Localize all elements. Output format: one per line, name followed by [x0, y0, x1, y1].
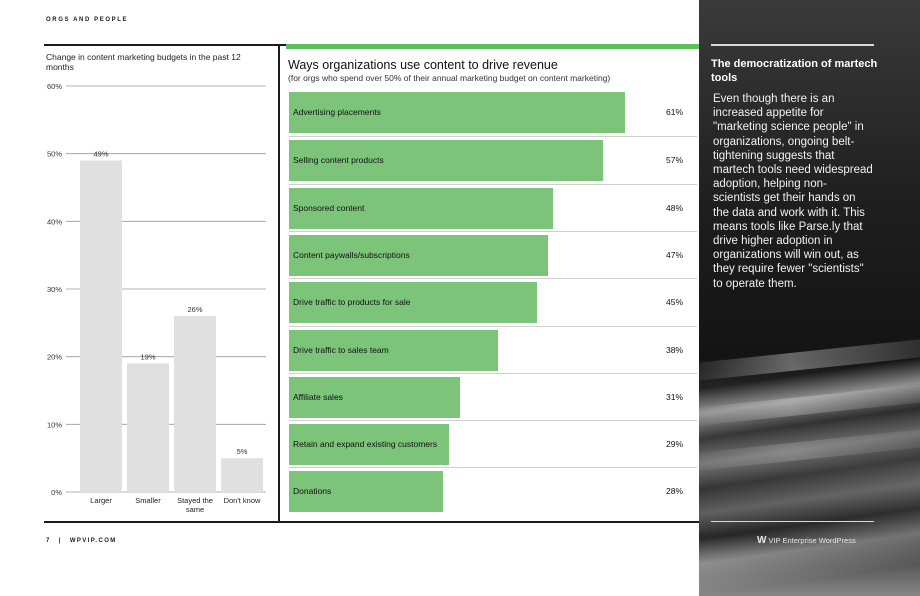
decorative-streak [699, 380, 920, 428]
footer-separator: | [58, 538, 62, 544]
bar [127, 363, 169, 492]
bar-category-label: Drive traffic to sales team [293, 344, 389, 355]
bar-category-label: Donations [293, 486, 332, 497]
bar [289, 140, 603, 182]
brand-text: VIP Enterprise WordPress [768, 536, 856, 545]
bar-value-label: 38% [665, 344, 683, 355]
y-tick-label: 20% [47, 353, 62, 362]
bar [289, 282, 537, 324]
bar-value-label: 48% [665, 202, 683, 213]
x-category-label: Smaller [135, 496, 161, 505]
bar-category-label: Selling content products [293, 155, 384, 166]
page-footer: 7 | WPVIP.COM [46, 538, 125, 544]
y-tick-label: 10% [47, 420, 62, 429]
bar-category-label: Sponsored content [293, 202, 365, 213]
bar-value-label: 28% [665, 486, 683, 497]
column-divider [278, 44, 280, 523]
bar-category-label: Advertising placements [293, 107, 381, 117]
bar-row: Sponsored content 48% [289, 183, 697, 229]
bar-row: Drive traffic to products for sale 45% [289, 278, 697, 324]
left-chart-title: Change in content marketing budgets in t… [46, 52, 241, 72]
bottom-rule [44, 521, 699, 523]
bar-category-label: Affiliate sales [293, 391, 343, 402]
bar-value-label: 49% [93, 149, 108, 158]
sidebar-heading: The democratization of martech tools [711, 58, 878, 84]
bar-value-label: 29% [665, 439, 683, 450]
bar [289, 376, 460, 418]
bar [289, 92, 625, 133]
bar-value-label: 5% [237, 447, 248, 456]
y-tick-label: 0% [51, 488, 62, 497]
bar-row: Retain and expand existing customers 29% [289, 420, 697, 466]
bar-value-label: 47% [665, 249, 683, 260]
sidebar-body-text: Even though there is an increased appeti… [713, 93, 873, 290]
bar-row: Drive traffic to sales team 38% [289, 325, 697, 371]
y-tick-label: 30% [47, 285, 62, 294]
green-accent-rule [286, 44, 699, 49]
bar-value-label: 19% [140, 352, 155, 361]
bar-row: Affiliate sales 31% [289, 372, 697, 418]
bar [289, 424, 449, 466]
bar-row: Selling content products 57% [289, 136, 697, 182]
right-chart-title: Ways organizations use content to drive … [288, 58, 558, 72]
sidebar-top-rule [711, 44, 874, 46]
x-category-label: Don't know [224, 496, 261, 505]
decorative-streak [699, 425, 920, 473]
bar-row: Advertising placements 61% [289, 89, 697, 133]
x-category-label: same [186, 505, 204, 514]
budget-change-chart: 0% 10% 20% 30% 40% 50% 60% 49% Larger 19% Smaller 2… [47, 82, 266, 514]
bar [221, 458, 263, 492]
bar-category-label: Retain and expand existing customers [293, 439, 438, 450]
bar-category-label: Drive traffic to products for sale [293, 297, 411, 308]
bar-value-label: 61% [665, 107, 683, 117]
bar [289, 234, 548, 276]
footer-site: WPVIP.COM [69, 538, 117, 544]
bar [289, 329, 499, 371]
sidebar-panel: The democratization of martech tools Eve… [699, 0, 920, 596]
bar-row: Donations 28% [289, 467, 697, 513]
y-tick-label: 40% [47, 217, 62, 226]
page-number: 7 [46, 538, 51, 544]
y-tick-label: 60% [47, 82, 62, 91]
bar [174, 316, 216, 492]
bar [289, 471, 444, 513]
decorative-streak [699, 335, 920, 383]
bar-value-label: 57% [665, 155, 683, 166]
bar-value-label: 45% [665, 297, 683, 308]
bar-value-label: 31% [665, 391, 683, 402]
bar [289, 187, 554, 229]
bar-category-label: Content paywalls/subscriptions [293, 249, 410, 260]
wordpress-vip-logo-icon: W [757, 535, 767, 546]
x-category-label: Stayed the [177, 496, 213, 505]
x-category-label: Larger [90, 496, 112, 505]
bar-row: Content paywalls/subscriptions 47% [289, 230, 697, 276]
sidebar-bottom-rule [711, 521, 874, 522]
y-tick-label: 50% [47, 150, 62, 159]
section-label: ORGS AND PEOPLE [46, 17, 129, 23]
bar [80, 160, 122, 492]
right-chart-subtitle: (for orgs who spend over 50% of their an… [288, 73, 611, 83]
bar-value-label: 26% [187, 305, 202, 314]
brand-mark: W VIP Enterprise WordPress [757, 535, 856, 546]
